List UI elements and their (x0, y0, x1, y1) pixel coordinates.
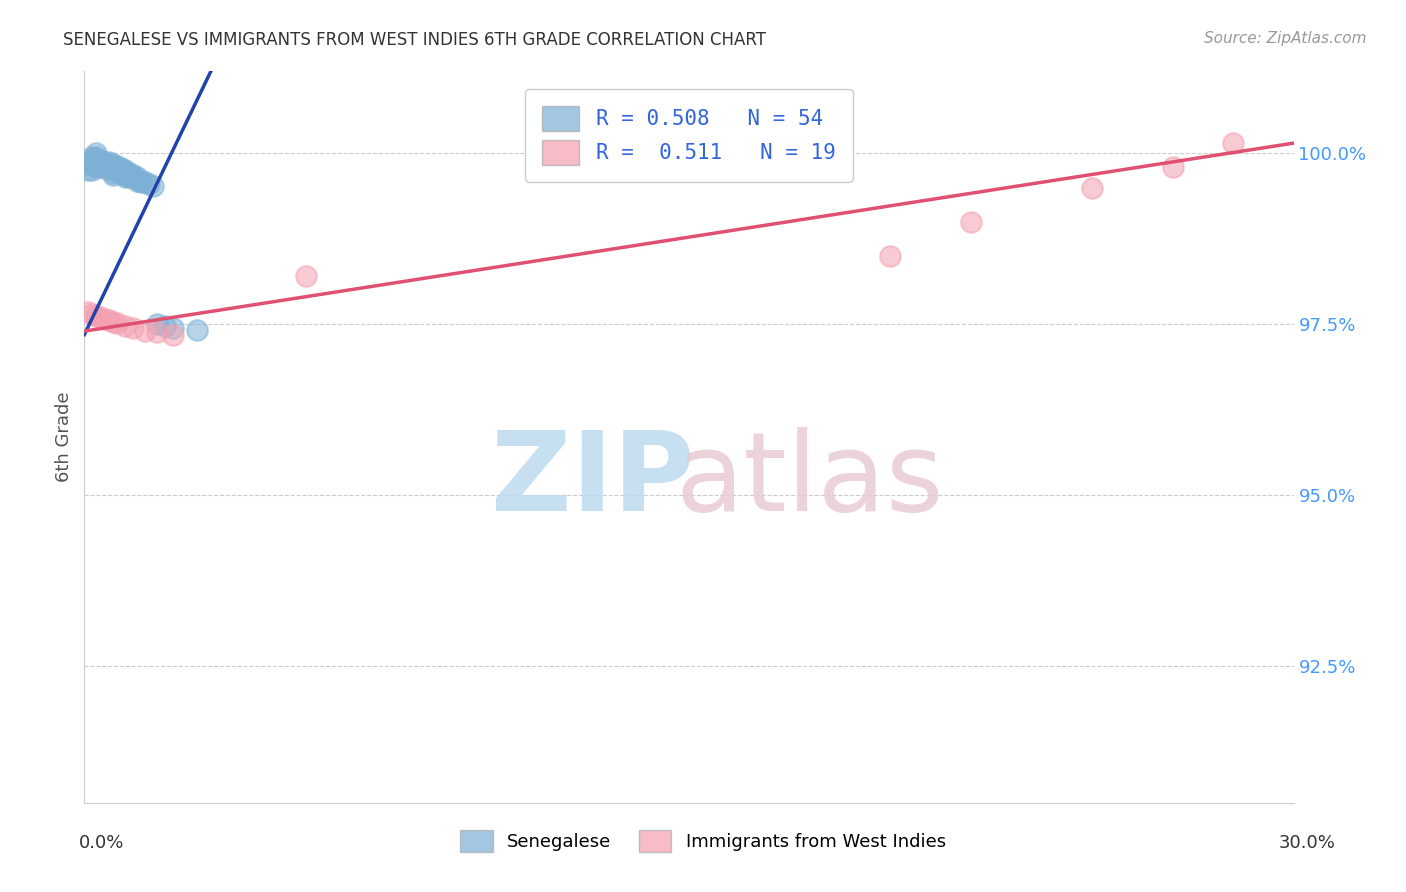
Point (93, 161, 115, 176)
Point (97, 161, 120, 176)
Point (101, 163, 124, 178)
Point (138, 177, 160, 191)
Point (101, 314, 124, 328)
Point (1161, 160, 1184, 174)
Point (125, 174, 148, 188)
Text: 0.0%: 0.0% (79, 834, 124, 852)
Point (114, 170, 136, 185)
Point (82, 153, 104, 168)
Point (121, 168, 143, 182)
Point (114, 318, 136, 333)
Point (118, 170, 141, 185)
Point (101, 159, 124, 173)
Y-axis label: 6th Grade: 6th Grade (55, 392, 73, 483)
Point (86, 309, 108, 323)
Point (125, 170, 148, 185)
Point (77, 163, 100, 178)
Point (142, 179, 165, 194)
Point (186, 323, 208, 337)
Text: atlas: atlas (676, 427, 943, 534)
Point (82, 156, 104, 170)
Point (162, 327, 184, 342)
Point (129, 174, 152, 188)
Point (97, 313, 120, 327)
Point (134, 175, 156, 189)
Point (114, 165, 136, 179)
Point (101, 161, 124, 176)
Point (97, 154, 120, 169)
Point (86, 150, 108, 164)
Point (121, 320, 143, 334)
Point (86, 153, 108, 168)
Point (86, 156, 108, 170)
Point (89, 160, 111, 174)
Point (1081, 180, 1104, 194)
Point (97, 159, 120, 173)
Point (118, 168, 141, 182)
Point (153, 318, 176, 333)
Point (93, 311, 115, 326)
Point (879, 249, 901, 263)
Point (89, 310, 111, 325)
Point (110, 163, 132, 178)
Point (89, 153, 111, 168)
Point (110, 161, 132, 176)
Point (101, 168, 124, 182)
Point (105, 316, 128, 330)
Point (93, 154, 115, 169)
Point (77, 305, 100, 319)
Point (134, 324, 156, 338)
Point (93, 156, 115, 170)
Point (114, 163, 136, 178)
Point (77, 156, 100, 170)
Text: SENEGALESE VS IMMIGRANTS FROM WEST INDIES 6TH GRADE CORRELATION CHART: SENEGALESE VS IMMIGRANTS FROM WEST INDIE… (63, 31, 766, 49)
Point (86, 146, 108, 161)
Point (101, 156, 124, 170)
Point (82, 163, 104, 178)
Point (101, 165, 124, 179)
Point (146, 326, 169, 340)
Point (93, 159, 115, 173)
Point (105, 159, 128, 173)
Point (118, 165, 141, 179)
Point (105, 163, 128, 178)
Point (129, 175, 152, 189)
Point (121, 170, 143, 185)
Text: Source: ZipAtlas.com: Source: ZipAtlas.com (1204, 31, 1367, 46)
Point (97, 156, 120, 170)
Point (82, 307, 104, 321)
Point (86, 160, 108, 174)
Point (89, 156, 111, 170)
Point (295, 269, 318, 284)
Point (105, 161, 128, 176)
Text: ZIP: ZIP (491, 427, 695, 534)
Legend: R = 0.508   N = 54, R =  0.511   N = 19: R = 0.508 N = 54, R = 0.511 N = 19 (526, 89, 852, 182)
Legend: Senegalese, Immigrants from West Indies: Senegalese, Immigrants from West Indies (446, 816, 960, 867)
Point (162, 320, 184, 334)
Point (1222, 136, 1244, 150)
Point (114, 168, 136, 182)
Point (110, 165, 132, 179)
Point (82, 150, 104, 164)
Point (960, 215, 983, 229)
Text: 30.0%: 30.0% (1279, 834, 1336, 852)
Point (146, 318, 169, 332)
